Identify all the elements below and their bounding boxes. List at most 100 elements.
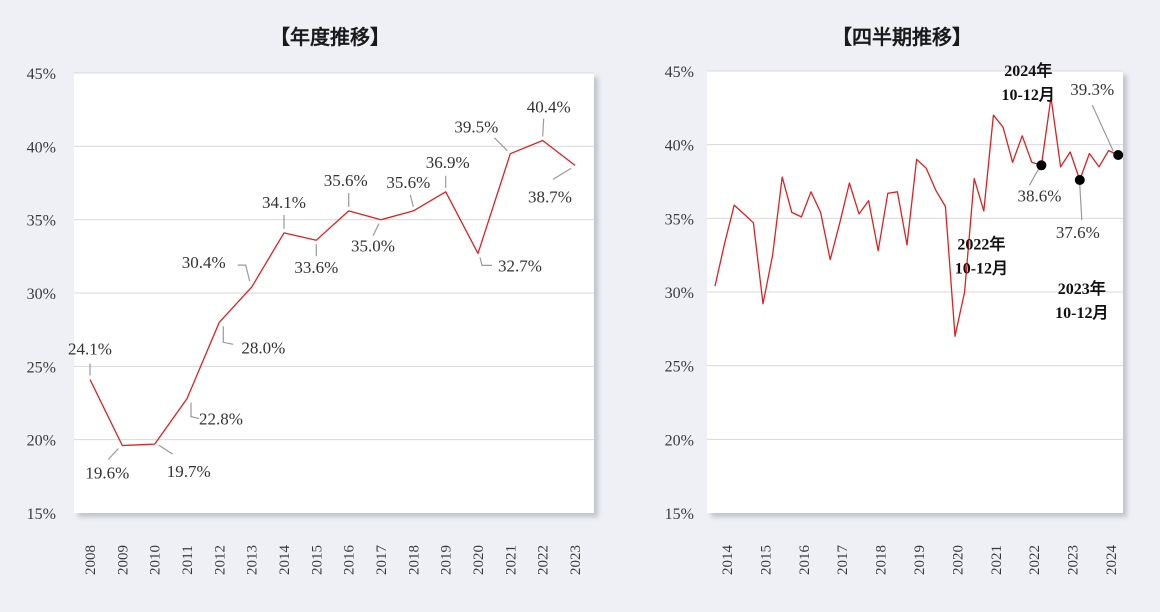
annotation-leader <box>1079 184 1083 221</box>
data-label: 34.1% <box>262 193 306 212</box>
data-label: 22.8% <box>199 410 243 429</box>
x-tick-label: 2017 <box>374 545 390 576</box>
quarterly-chart: 【四半期推移】 15%20%25%30%35%40%45% 2014 2015 20… <box>665 25 1124 575</box>
label-leader <box>237 264 251 282</box>
data-label: 39.5% <box>454 118 498 137</box>
annotation-leader <box>1028 169 1039 186</box>
quarterly-x-axis: 2014 2015 2016 2017 2018 2019 2020 2021 2022 2023… <box>720 545 1120 576</box>
data-label: 33.6% <box>294 258 338 277</box>
x-tick-label: 2023 <box>1066 545 1082 575</box>
annotation-marker <box>1074 175 1085 186</box>
x-tick-label: 2022 <box>1027 545 1043 575</box>
x-tick-label: 2011 <box>180 545 196 574</box>
annotation-period-year: 2022年 <box>957 234 1005 253</box>
y-tick-label: 45% <box>665 64 694 81</box>
quarterly-annotations: 38.6% 2022年 10-12月 37.6% 2023年 10-12月 39.3% 202… <box>955 61 1124 322</box>
label-leader <box>372 223 380 236</box>
label-leader <box>190 402 200 420</box>
x-tick-label: 2017 <box>835 545 851 576</box>
x-tick-label: 2015 <box>758 545 774 575</box>
annual-series-line <box>89 139 576 447</box>
quarterly-series <box>714 96 1119 337</box>
label-leader <box>542 118 545 137</box>
annual-data-labels: 24.1% 19.6% 19.7% 22.8% 28.0% 30.4% 34.1% 33.6%… <box>68 97 572 482</box>
y-tick-label: 40% <box>665 138 694 155</box>
x-tick-label: 2013 <box>245 545 261 575</box>
y-tick-label: 40% <box>27 139 56 156</box>
label-leader <box>552 167 572 180</box>
y-tick-label: 20% <box>27 433 56 450</box>
quarterly-y-axis: 15% 20% 25% 30% 35% 40% 45% <box>665 64 694 523</box>
y-tick-label: 20% <box>665 432 694 449</box>
annotation-value-label: 38.6% <box>1017 186 1061 205</box>
annotation-period-months: 10-12月 <box>1002 86 1055 104</box>
x-tick-label: 2023 <box>568 545 584 575</box>
x-tick-label: 2018 <box>874 545 890 575</box>
quarterly-gridlines <box>707 70 1123 440</box>
annual-x-axis: 2008 2009 2010 2011 2012 2013 2014 2015 2016 2017… <box>83 545 584 576</box>
y-tick-label: 45% <box>27 66 56 83</box>
data-label: 19.6% <box>85 464 129 483</box>
x-tick-label: 2022 <box>536 545 552 575</box>
label-leader <box>493 137 508 152</box>
data-label: 38.7% <box>528 187 572 206</box>
annotation-period-year: 2024年 <box>1004 61 1052 80</box>
annotation-period-months: 10-12月 <box>1055 304 1108 322</box>
y-tick-label: 35% <box>27 213 56 230</box>
data-label: 24.1% <box>68 340 112 359</box>
x-tick-label: 2010 <box>148 545 164 575</box>
annual-series <box>89 139 576 447</box>
y-tick-label: 30% <box>27 286 56 303</box>
quarterly-chart-title: 【四半期推移】 <box>832 25 972 49</box>
x-tick-label: 2021 <box>989 545 1005 575</box>
quarterly-series-line <box>714 96 1119 337</box>
x-tick-label: 2020 <box>471 545 487 575</box>
x-tick-label: 2018 <box>406 545 422 575</box>
annotation-marker <box>1113 149 1124 160</box>
annotation-value-label: 39.3% <box>1070 80 1114 99</box>
y-tick-label: 15% <box>27 506 56 523</box>
data-label: 40.4% <box>527 97 571 116</box>
x-tick-label: 2016 <box>342 545 358 576</box>
y-tick-label: 25% <box>665 359 694 376</box>
annual-chart: 【年度推移】 15% 20% 25% 30% 35% 40% 45% 2008 2009 201… <box>27 25 594 575</box>
x-tick-label: 2019 <box>912 545 928 575</box>
label-leader <box>158 444 174 455</box>
annotation-value-label: 37.6% <box>1056 223 1100 242</box>
label-leader <box>107 448 119 460</box>
annotation-leader <box>1091 104 1114 152</box>
data-label: 30.4% <box>182 253 226 272</box>
x-tick-label: 2021 <box>503 545 519 575</box>
y-tick-label: 15% <box>665 506 694 523</box>
x-tick-label: 2016 <box>797 545 813 576</box>
x-tick-label: 2014 <box>277 545 293 576</box>
data-label: 35.6% <box>386 173 430 192</box>
x-tick-label: 2020 <box>950 545 966 575</box>
annual-gridlines <box>74 72 594 441</box>
x-tick-label: 2012 <box>212 545 228 575</box>
data-label: 36.9% <box>426 153 470 172</box>
annual-chart-title: 【年度推移】 <box>270 25 390 49</box>
x-tick-label: 2015 <box>309 545 325 575</box>
data-label: 35.0% <box>351 237 395 256</box>
data-label: 28.0% <box>241 338 285 357</box>
annotation-marker <box>1036 160 1047 171</box>
label-leader <box>222 326 234 345</box>
data-label: 32.7% <box>498 256 542 275</box>
data-label: 19.7% <box>167 462 211 481</box>
y-tick-label: 25% <box>27 359 56 376</box>
annotation-period-months: 10-12月 <box>955 259 1008 277</box>
x-tick-label: 2009 <box>115 545 131 575</box>
x-tick-label: 2019 <box>439 545 455 575</box>
y-tick-label: 30% <box>665 285 694 302</box>
x-tick-label: 2024 <box>1104 545 1120 576</box>
x-tick-label: 2014 <box>720 545 736 576</box>
x-tick-label: 2008 <box>83 545 99 575</box>
label-leader <box>409 194 414 208</box>
annotation-period-year: 2023年 <box>1058 279 1106 298</box>
annual-y-axis: 15% 20% 25% 30% 35% 40% 45% <box>27 66 56 523</box>
y-tick-label: 35% <box>665 211 694 228</box>
data-label: 35.6% <box>324 171 368 190</box>
label-leader <box>479 257 492 266</box>
